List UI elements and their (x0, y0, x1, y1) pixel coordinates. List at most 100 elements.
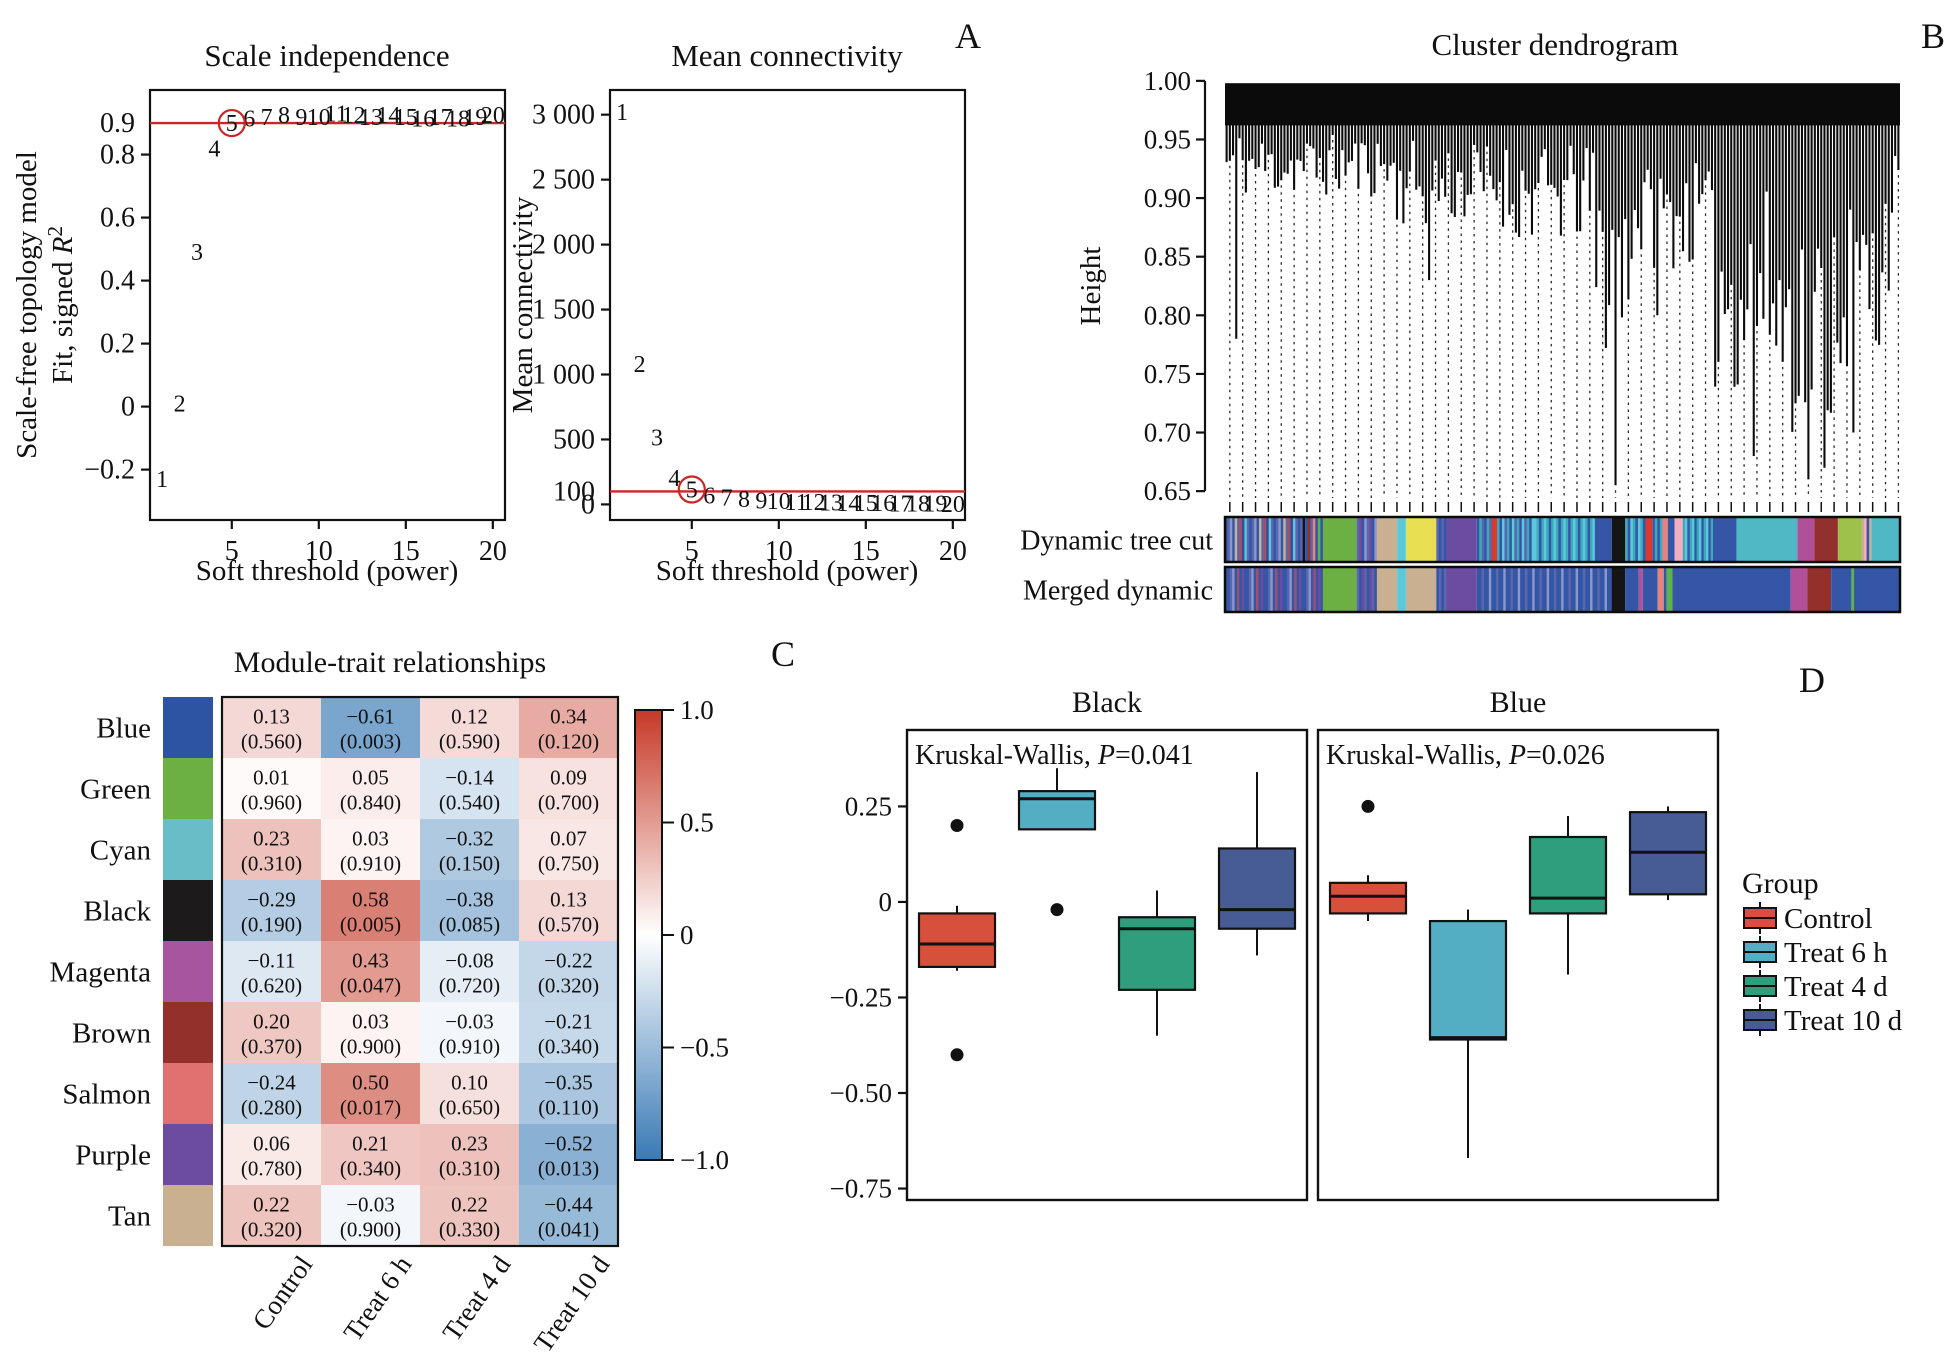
mean-connectivity-title: Mean connectivity (671, 38, 903, 73)
svg-text:10: 10 (307, 105, 331, 131)
svg-text:Treat 10 d: Treat 10 d (528, 1250, 616, 1358)
svg-text:0: 0 (581, 489, 595, 520)
svg-text:Black: Black (1072, 686, 1142, 719)
svg-text:2: 2 (634, 352, 646, 378)
svg-text:(0.005): (0.005) (340, 913, 401, 937)
svg-text:1.0: 1.0 (680, 695, 714, 725)
svg-text:(0.560): (0.560) (241, 730, 302, 754)
svg-text:(0.340): (0.340) (340, 1157, 401, 1181)
svg-text:20: 20 (939, 536, 967, 567)
svg-text:(0.590): (0.590) (439, 730, 500, 754)
svg-text:(0.750): (0.750) (538, 852, 599, 876)
svg-text:(0.780): (0.780) (241, 1157, 302, 1181)
svg-text:14: 14 (376, 103, 400, 129)
svg-text:0.01: 0.01 (253, 766, 290, 790)
dendrogram-ylabel: Height (1075, 247, 1107, 326)
svg-text:Salmon: Salmon (62, 1079, 151, 1111)
svg-text:0.50: 0.50 (352, 1071, 389, 1095)
module-trait-heatmap: Blue 0.13(0.560)−0.61(0.003)0.12(0.590)0.… (50, 695, 729, 1358)
svg-text:(0.320): (0.320) (241, 1218, 302, 1242)
panel-label-a: A (955, 16, 981, 56)
svg-text:8: 8 (738, 487, 750, 513)
svg-text:2: 2 (174, 391, 186, 417)
svg-text:Cyan: Cyan (90, 835, 152, 867)
svg-text:−0.44: −0.44 (544, 1193, 593, 1217)
svg-text:1.00: 1.00 (1144, 66, 1191, 96)
svg-text:0.07: 0.07 (550, 827, 587, 851)
svg-text:(0.960): (0.960) (241, 791, 302, 815)
svg-text:(0.620): (0.620) (241, 974, 302, 998)
svg-text:13: 13 (359, 105, 383, 131)
svg-text:7: 7 (261, 105, 273, 131)
svg-text:−1.0: −1.0 (680, 1145, 729, 1175)
svg-text:0.80: 0.80 (1144, 300, 1191, 330)
panel-label-c: C (771, 634, 795, 674)
svg-text:−0.25: −0.25 (830, 982, 892, 1012)
svg-text:(0.047): (0.047) (340, 974, 401, 998)
svg-text:4: 4 (668, 466, 680, 492)
svg-text:(0.041): (0.041) (538, 1218, 599, 1242)
svg-text:0.06: 0.06 (253, 1132, 290, 1156)
svg-text:Magenta: Magenta (50, 957, 152, 989)
svg-text:Treat 10 d: Treat 10 d (1784, 1005, 1903, 1037)
svg-text:−0.03: −0.03 (346, 1193, 395, 1217)
svg-text:0.6: 0.6 (100, 203, 135, 234)
svg-text:10: 10 (767, 489, 791, 515)
svg-text:14: 14 (836, 491, 860, 517)
svg-text:−0.75: −0.75 (830, 1174, 892, 1204)
svg-text:0.20: 0.20 (253, 1010, 290, 1034)
svg-text:20: 20 (941, 492, 965, 518)
svg-text:6: 6 (243, 106, 255, 132)
svg-text:−0.2: −0.2 (84, 455, 135, 486)
scale-independence-ylabel-line2: Fit, signed R2 (43, 226, 79, 384)
svg-text:4: 4 (208, 136, 220, 162)
svg-text:0.12: 0.12 (451, 705, 488, 729)
svg-text:3: 3 (651, 426, 663, 452)
svg-text:0.90: 0.90 (1144, 183, 1191, 213)
svg-text:1 000: 1 000 (532, 360, 595, 391)
svg-text:(0.700): (0.700) (538, 791, 599, 815)
svg-text:(0.910): (0.910) (439, 1035, 500, 1059)
svg-text:(0.013): (0.013) (538, 1157, 599, 1181)
svg-text:(0.570): (0.570) (538, 913, 599, 937)
svg-text:5: 5 (225, 536, 239, 567)
svg-text:(0.150): (0.150) (439, 852, 500, 876)
svg-text:(0.085): (0.085) (439, 913, 500, 937)
svg-text:−0.35: −0.35 (544, 1071, 593, 1095)
svg-text:Brown: Brown (72, 1018, 151, 1050)
svg-text:15: 15 (394, 105, 418, 131)
svg-text:7: 7 (721, 486, 733, 512)
svg-text:Kruskal-Wallis, P=0.041: Kruskal-Wallis, P=0.041 (915, 740, 1194, 771)
svg-text:0: 0 (879, 887, 893, 917)
svg-text:6: 6 (703, 483, 715, 509)
svg-text:0.43: 0.43 (352, 949, 389, 973)
svg-text:15: 15 (854, 491, 878, 517)
svg-text:0.75: 0.75 (1144, 359, 1191, 389)
svg-text:0.23: 0.23 (451, 1132, 488, 1156)
svg-text:Purple: Purple (75, 1140, 151, 1172)
svg-text:0: 0 (121, 392, 135, 423)
svg-text:(0.017): (0.017) (340, 1096, 401, 1120)
svg-text:(0.540): (0.540) (439, 791, 500, 815)
svg-text:2 500: 2 500 (532, 165, 595, 196)
svg-text:Green: Green (80, 774, 151, 806)
svg-text:0.95: 0.95 (1144, 124, 1191, 154)
svg-text:0.23: 0.23 (253, 827, 290, 851)
svg-text:(0.330): (0.330) (439, 1218, 500, 1242)
svg-text:−0.21: −0.21 (544, 1010, 593, 1034)
svg-text:2 000: 2 000 (532, 230, 595, 261)
svg-text:(0.120): (0.120) (538, 730, 599, 754)
svg-text:−0.11: −0.11 (248, 949, 296, 973)
svg-text:Blue: Blue (1490, 686, 1547, 719)
svg-text:−0.29: −0.29 (247, 888, 296, 912)
svg-text:(0.340): (0.340) (538, 1035, 599, 1059)
svg-text:10: 10 (305, 536, 333, 567)
scale-independence-title: Scale independence (204, 38, 449, 73)
legend-title: Group (1742, 867, 1819, 900)
svg-text:16: 16 (411, 106, 435, 132)
svg-text:0.10: 0.10 (451, 1071, 488, 1095)
svg-text:(0.370): (0.370) (241, 1035, 302, 1059)
svg-text:Dynamic tree cut: Dynamic tree cut (1020, 526, 1213, 557)
eigengene-boxplots: Black Kruskal-Wallis, P=0.041 0.25 0 −0.25 −0… (830, 686, 1720, 1204)
